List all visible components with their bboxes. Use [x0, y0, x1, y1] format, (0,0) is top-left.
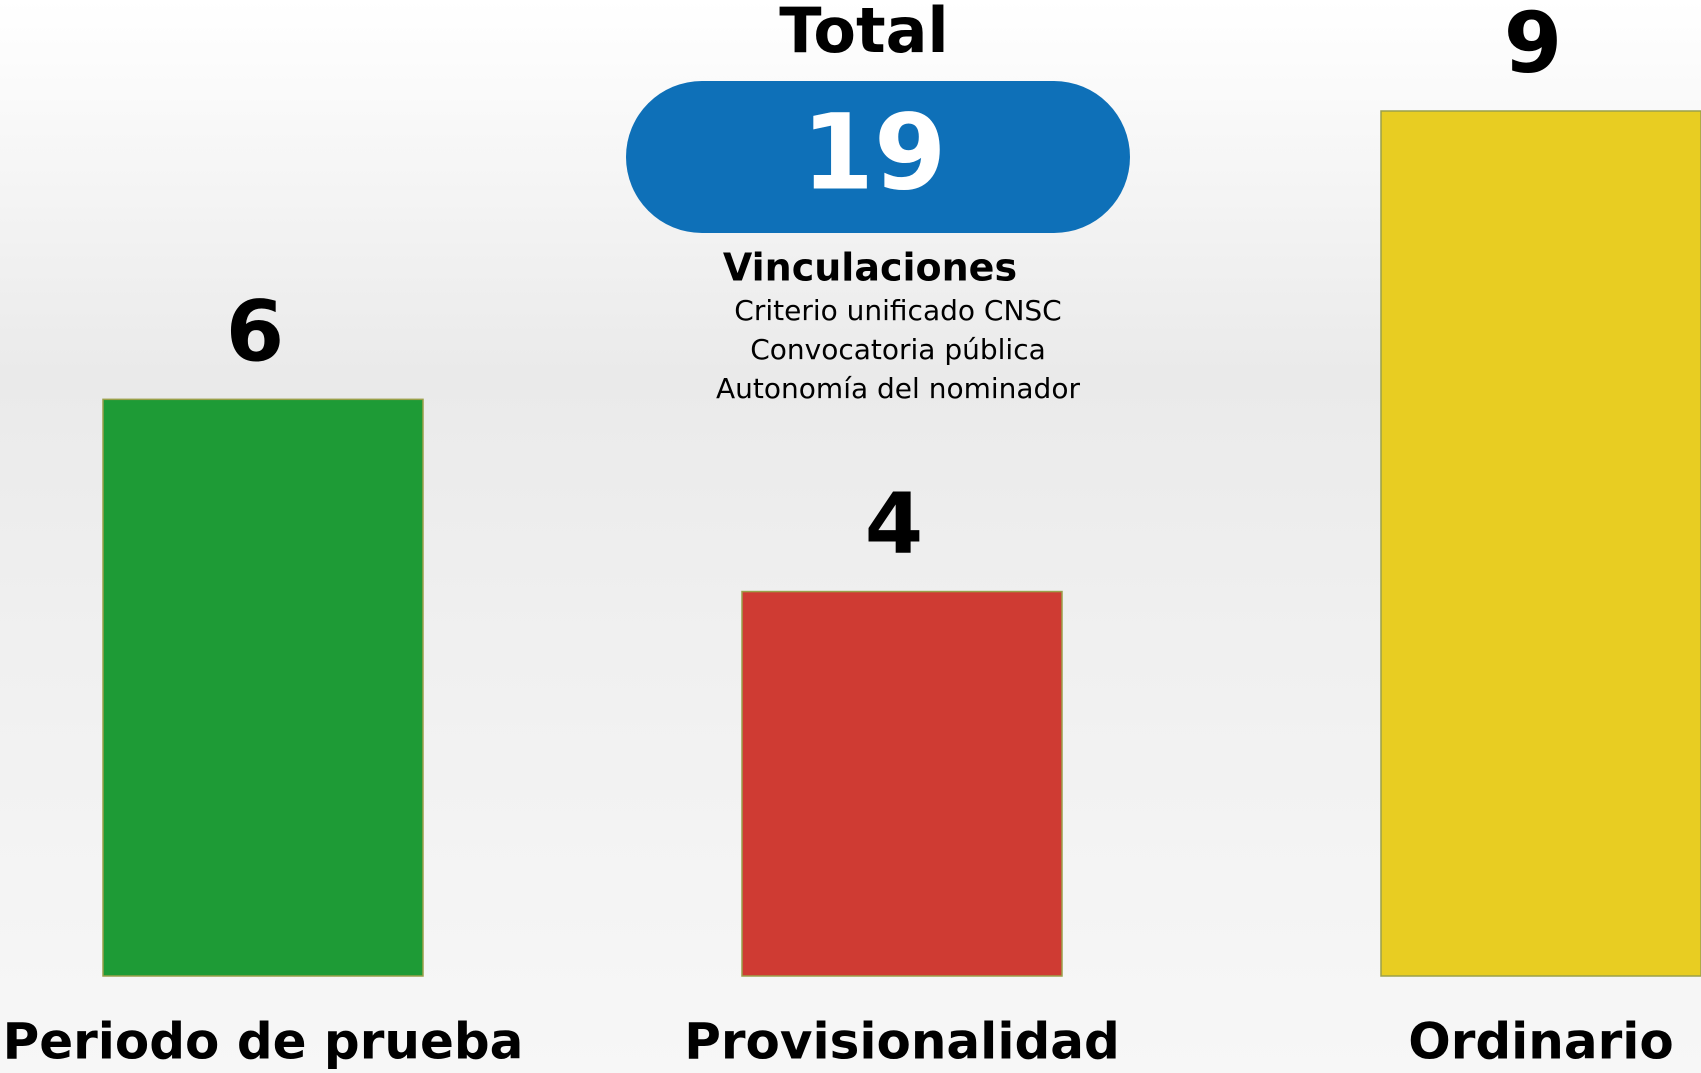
value-label: 6	[226, 282, 284, 380]
category-label: Provisionalidad	[684, 1013, 1120, 1071]
subtitle: Vinculaciones	[723, 246, 1017, 290]
annotation: Criterio unificado CNSC	[734, 294, 1061, 327]
value-label: 4	[865, 474, 923, 572]
annotation: Convocatoria pública	[750, 333, 1046, 366]
bar	[741, 590, 1063, 977]
value-label: 9	[1504, 0, 1562, 92]
annotation: Autonomía del nominador	[716, 372, 1080, 405]
total-label: Total	[779, 0, 948, 67]
total-value: 19	[802, 91, 947, 213]
bar	[1380, 110, 1701, 977]
bar	[102, 398, 424, 977]
total-badge	[626, 81, 1130, 233]
category-label: Ordinario	[1408, 1013, 1674, 1071]
category-label: Periodo de prueba	[3, 1013, 524, 1071]
